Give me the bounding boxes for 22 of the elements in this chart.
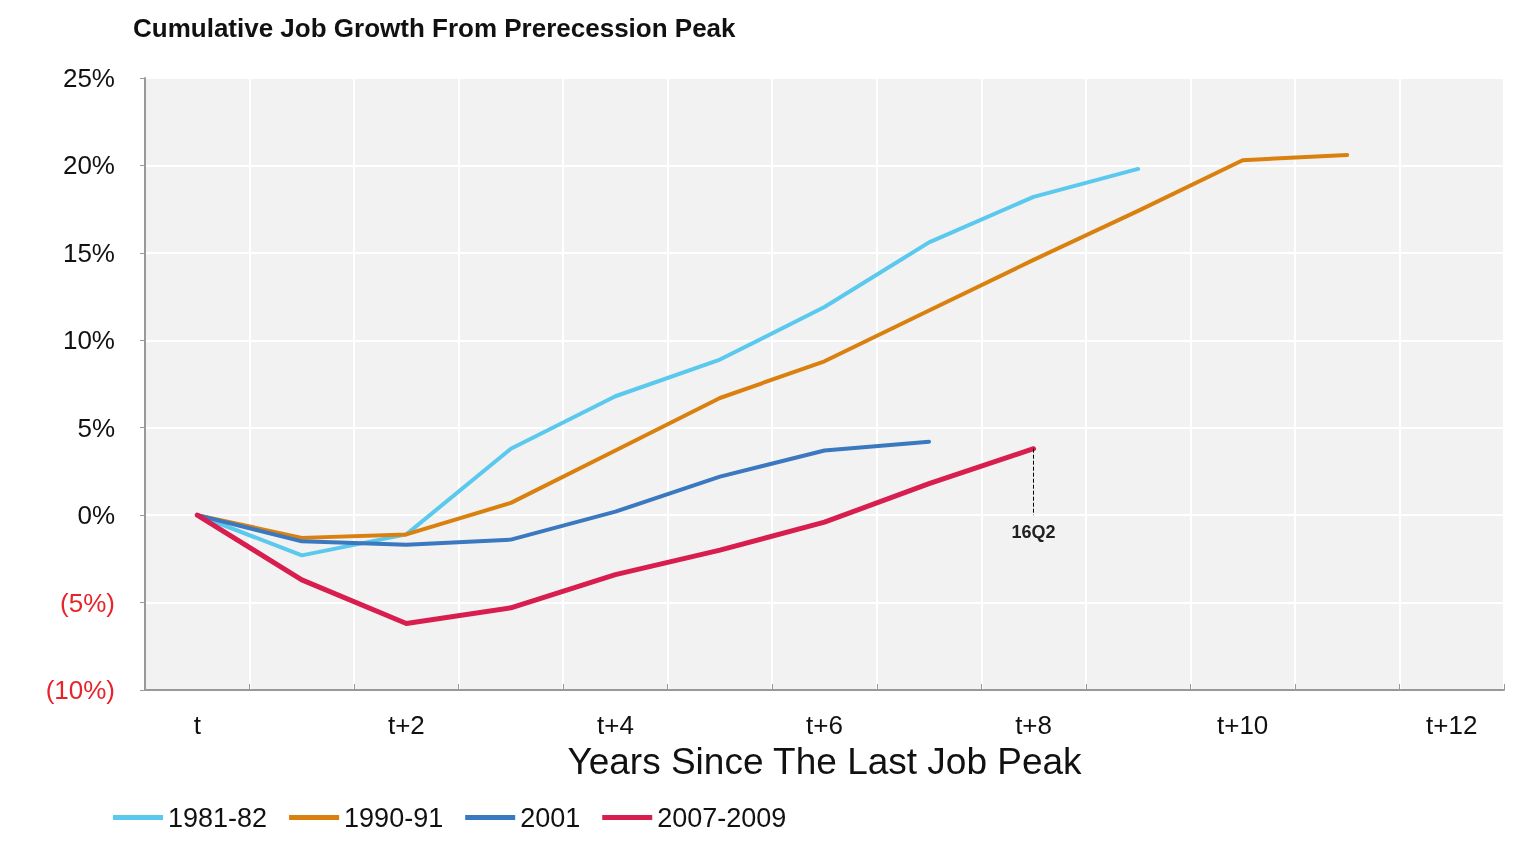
- chart-title: Cumulative Job Growth From Prerecession Peak: [133, 13, 737, 43]
- x-tick-label: t+8: [1015, 710, 1053, 740]
- x-tick-label: t: [193, 710, 202, 740]
- y-tick-label: 5%: [77, 412, 115, 443]
- x-tick-label: t+6: [806, 710, 843, 740]
- x-tick-label: t+10: [1216, 710, 1269, 740]
- y-tick-label: (5%): [60, 587, 115, 618]
- x-tick-label: t+4: [596, 710, 634, 740]
- x-axis-title: Years Since The Last Job Peak: [567, 740, 1083, 782]
- y-tick-label: (10%): [45, 675, 115, 705]
- x-tick-label: t+2: [387, 710, 425, 740]
- legend-label: 1990-91: [344, 802, 444, 833]
- y-tick-label: 15%: [62, 237, 115, 268]
- legend-label: 2007-2009: [657, 802, 787, 833]
- annotation: 16Q2: [1011, 522, 1056, 543]
- legend-label: 2001: [520, 802, 581, 833]
- legend-label: 1981-82: [168, 802, 268, 833]
- y-tick-label: 20%: [62, 150, 115, 181]
- y-tick-label: 0%: [77, 500, 115, 531]
- y-tick-label: 10%: [62, 325, 115, 356]
- y-tick-label: 25%: [62, 63, 115, 93]
- x-tick-label: t+12: [1426, 710, 1478, 740]
